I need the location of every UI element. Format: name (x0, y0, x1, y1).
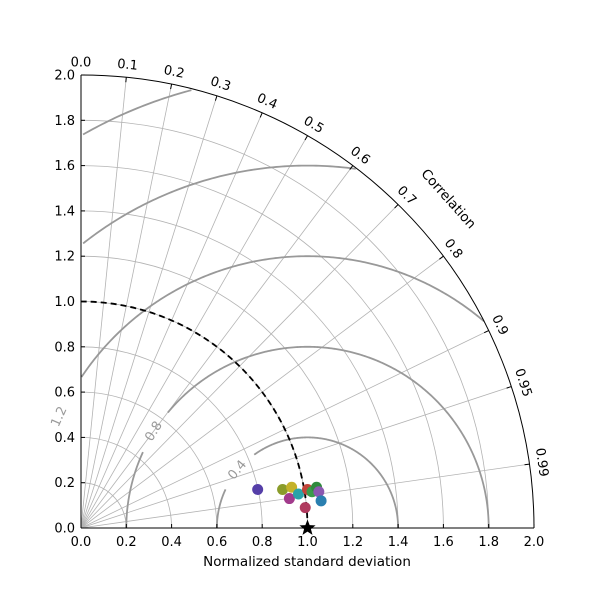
correlation-tick-mark (304, 135, 308, 141)
correlation-axis-label: Correlation (418, 166, 480, 232)
y-tick-label: 1.6 (54, 159, 75, 174)
x-tick-label: 0.4 (161, 535, 182, 550)
y-tick-label: 0.4 (54, 431, 75, 446)
correlation-tick-mark (170, 84, 173, 90)
std-gridline (80, 482, 127, 529)
correlation-tick-label: 0.99 (532, 447, 551, 478)
data-point (315, 495, 327, 507)
correlation-tick-label: 0.4 (255, 91, 280, 113)
rms-contours (80, 89, 490, 529)
rms-contour-label: 1.2 (48, 404, 70, 429)
rms-contour-label: 0.8 (142, 419, 166, 444)
y-tick-label: 1.2 (54, 250, 75, 265)
x-tick-label: 1.6 (433, 535, 454, 550)
data-point (277, 483, 289, 495)
std-gridline (80, 119, 490, 529)
reference-point (299, 519, 316, 535)
y-tick-label: 2.0 (54, 69, 75, 84)
x-tick-labels: 0.0 0.2 0.4 0.6 0.8 1.0 1.2 1.4 1.6 1.8 2.0 (71, 524, 545, 550)
rms-contour (216, 436, 399, 528)
std-gridline (80, 391, 218, 529)
y-tick-label: 0.0 (54, 522, 75, 537)
data-point (313, 486, 325, 498)
x-tick-label: 1.8 (478, 535, 499, 550)
correlation-tick-mark (439, 255, 444, 260)
rms-contour (80, 255, 485, 378)
correlation-tick-mark (259, 112, 263, 118)
std-gridline (80, 210, 399, 529)
y-tick-label: 0.6 (54, 386, 75, 401)
x-tick-label: 0.0 (71, 535, 92, 550)
y-tick-label: 1.4 (54, 204, 75, 219)
correlation-tick-label: 0.9 (488, 313, 511, 338)
y-tick-labels: 0.0 0.2 0.4 0.6 0.8 1.0 1.2 1.4 1.6 1.8 2.0 (54, 69, 85, 537)
correlation-tick-mark (214, 95, 218, 101)
y-tick-label: 1.0 (54, 295, 75, 310)
correlation-tick-mark (125, 77, 127, 83)
data-point (292, 488, 304, 500)
reference-arc (80, 300, 309, 529)
correlation-tick-label: 0.0 (71, 56, 92, 71)
correlation-tick-label: 0.2 (162, 63, 185, 82)
x-axis-label: Normalized standard deviation (203, 554, 411, 570)
x-tick-label: 0.6 (207, 535, 228, 550)
data-point (286, 481, 298, 493)
data-points (252, 481, 327, 514)
correlation-tick-mark (483, 330, 489, 334)
x-tick-label: 0.2 (116, 535, 137, 550)
reference-star (299, 519, 316, 535)
rms-contour (82, 89, 192, 136)
data-point (252, 483, 264, 495)
y-tick-label: 0.2 (54, 476, 75, 491)
correlation-tick-label: 0.3 (208, 74, 232, 95)
correlation-tick-mark (524, 463, 530, 466)
rms-contour (82, 164, 356, 245)
x-tick-label: 1.0 (297, 535, 318, 550)
x-tick-label: 1.2 (342, 535, 363, 550)
outer-arc (80, 74, 535, 529)
x-tick-label: 2.0 (524, 535, 545, 550)
correlation-tick-mark (506, 386, 512, 389)
data-point (283, 493, 295, 505)
reference-std-arc (80, 300, 309, 529)
y-tick-label: 0.8 (54, 340, 75, 355)
x-tick-label: 1.4 (388, 535, 409, 550)
x-tick-label: 0.8 (252, 535, 273, 550)
correlation-tick-mark (349, 165, 354, 170)
correlation-gridlines (80, 75, 530, 529)
correlation-tick-labels: 0.0 0.1 0.20.30.40.50.60.70.80.90.950.99 (71, 56, 551, 478)
correlation-tick-label: 0.1 (116, 57, 138, 74)
std-gridline (80, 255, 354, 529)
rms-contour (125, 345, 490, 529)
rms-contour-labels: 0.40.81.21.62.0 (48, 404, 250, 483)
std-gridline (80, 437, 172, 529)
axes (80, 74, 535, 529)
y-tick-label: 1.8 (54, 114, 75, 129)
correlation-tick-label: 0.95 (511, 367, 534, 399)
std-gridline (80, 165, 444, 529)
data-point (299, 502, 311, 514)
correlation-tick-mark (394, 204, 399, 209)
